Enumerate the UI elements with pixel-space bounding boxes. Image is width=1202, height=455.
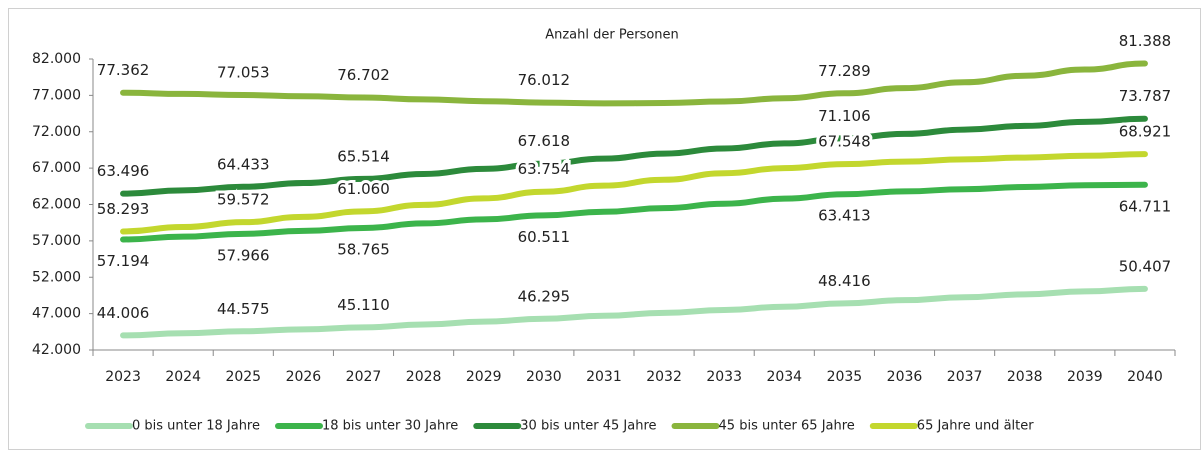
series-line (120, 151, 1148, 235)
legend-label: 45 bis unter 65 Jahre (719, 419, 855, 434)
x-tick-label: 2037 (947, 369, 983, 385)
legend-label: 30 bis unter 45 Jahre (520, 419, 656, 434)
x-tick-label: 2023 (105, 369, 141, 385)
data-label: 58.765 (337, 241, 390, 259)
data-label: 44.006 (97, 304, 150, 322)
y-tick-label: 47.000 (32, 306, 81, 322)
series-line (120, 60, 1148, 107)
data-label: 77.289 (818, 62, 871, 80)
data-label: 68.921 (1119, 123, 1172, 141)
chart-border (8, 8, 1201, 450)
data-label: 76.702 (337, 66, 390, 84)
series-line (120, 181, 1148, 243)
data-label: 57.966 (217, 246, 270, 264)
data-label: 46.295 (518, 287, 571, 305)
x-tick-label: 2026 (286, 369, 322, 385)
data-label: 67.618 (518, 132, 571, 150)
x-tick-label: 2027 (346, 369, 382, 385)
y-tick-label: 52.000 (32, 269, 81, 285)
x-tick-label: 2029 (466, 369, 502, 385)
series-line (120, 285, 1148, 339)
y-tick-label: 42.000 (32, 342, 81, 358)
data-label: 63.496 (97, 162, 150, 180)
data-label: 57.194 (97, 252, 150, 270)
data-label: 50.407 (1119, 257, 1172, 275)
data-label: 60.511 (518, 228, 571, 246)
data-label: 44.575 (217, 300, 270, 318)
x-tick-label: 2030 (526, 369, 562, 385)
legend-label: 0 bis unter 18 Jahre (132, 419, 260, 434)
data-label: 77.053 (217, 63, 270, 81)
y-tick-label: 67.000 (32, 160, 81, 176)
data-label: 76.012 (518, 71, 571, 89)
y-tick-label: 82.000 (32, 51, 81, 67)
x-tick-label: 2035 (827, 369, 863, 385)
x-tick-label: 2040 (1127, 369, 1163, 385)
data-label: 48.416 (818, 272, 871, 290)
data-label: 67.548 (818, 133, 871, 151)
data-label: 59.572 (217, 191, 270, 209)
x-tick-label: 2024 (165, 369, 201, 385)
x-tick-label: 2031 (586, 369, 622, 385)
y-tick-label: 77.000 (32, 87, 81, 103)
legend-label: 18 bis unter 30 Jahre (322, 419, 458, 434)
data-label: 64.711 (1119, 197, 1172, 215)
data-label: 61.060 (337, 180, 390, 198)
data-label: 45.110 (337, 296, 390, 314)
data-label: 71.106 (818, 107, 871, 125)
data-label: 73.787 (1119, 87, 1172, 105)
chart-title: Anzahl der Personen (545, 28, 679, 43)
x-tick-label: 2039 (1067, 369, 1103, 385)
x-tick-label: 2025 (225, 369, 261, 385)
x-tick-label: 2038 (1007, 369, 1043, 385)
data-label: 65.514 (337, 147, 390, 165)
x-tick-label: 2032 (646, 369, 682, 385)
y-tick-label: 57.000 (32, 233, 81, 249)
series-line (120, 115, 1148, 197)
x-tick-label: 2034 (766, 369, 802, 385)
x-tick-label: 2033 (706, 369, 742, 385)
y-tick-label: 72.000 (32, 124, 81, 140)
data-label: 58.293 (97, 200, 150, 218)
data-label: 81.388 (1119, 32, 1172, 50)
data-label: 77.362 (97, 61, 150, 79)
x-tick-label: 2036 (887, 369, 923, 385)
data-label: 63.413 (818, 207, 871, 225)
data-label: 64.433 (217, 155, 270, 173)
data-label: 63.754 (518, 160, 571, 178)
x-tick-label: 2028 (406, 369, 442, 385)
legend-label: 65 Jahre und älter (917, 419, 1034, 434)
y-tick-label: 62.000 (32, 197, 81, 213)
